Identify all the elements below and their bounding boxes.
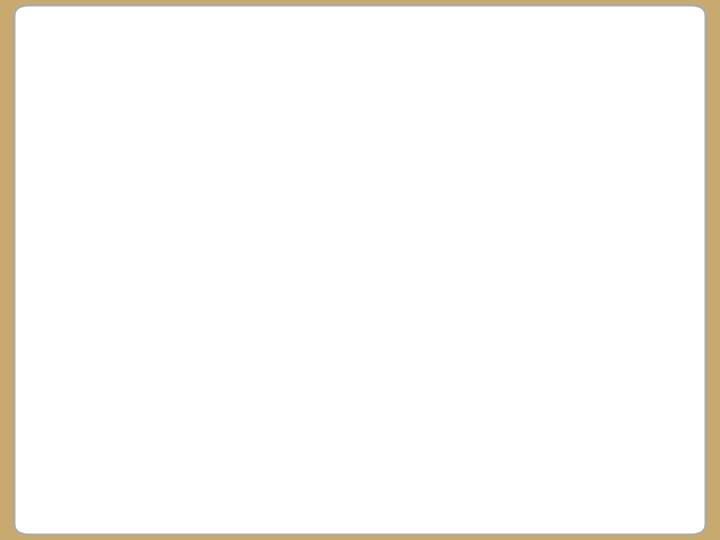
Text: All properties of fluid to be taken at $T_{\mathrm{sat}}$: All properties of fluid to be taken at $… — [118, 392, 680, 420]
Text: 2.  Nucleate  Boiling (Rohsenhow’s Relation):: 2. Nucleate Boiling (Rohsenhow’s Relatio… — [118, 140, 650, 160]
Text: $C_p \dfrac{\left(T_w - T_s\right)}{\lambda} = k_{sf} \left[\dfrac{Q}{A\mu\lambd: $C_p \dfrac{\left(T_w - T_s\right)}{\lam… — [155, 218, 583, 269]
Text: Correlations in Pool Boiling: Correlations in Pool Boiling — [134, 94, 604, 123]
